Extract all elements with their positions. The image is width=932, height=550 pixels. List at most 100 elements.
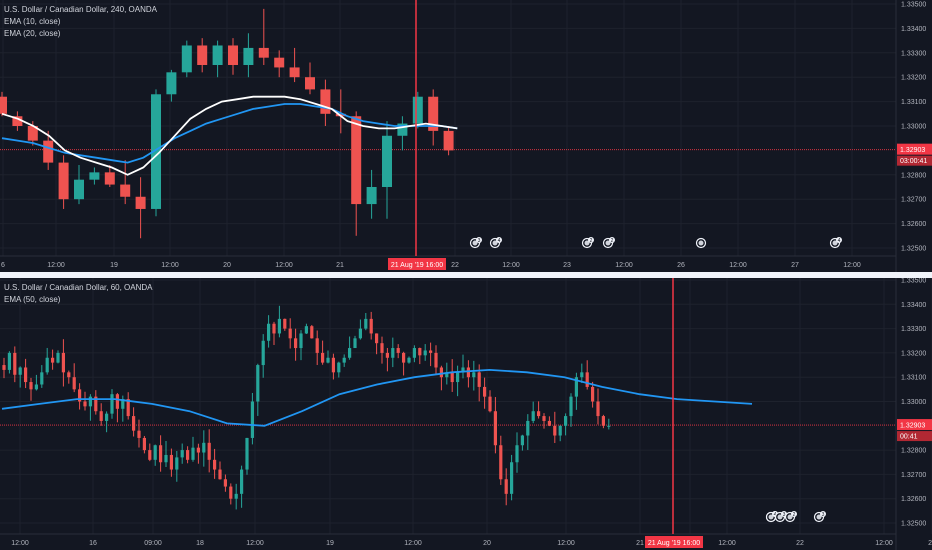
price-axis-label: 1.32800 — [901, 448, 926, 455]
price-axis-label: 1.33300 — [901, 326, 926, 333]
candlestick-chart-1h[interactable]: 1.33500 1.33400 1.33300 1.33200 1.33100 1.330… — [0, 278, 932, 550]
price-axis-label: 1.33500 — [901, 278, 926, 285]
candle-body — [348, 348, 352, 358]
candle-body — [151, 94, 161, 209]
candle-body — [439, 367, 443, 378]
candle-body — [553, 425, 557, 436]
flag-icon — [584, 240, 590, 246]
time-axis-label: 19 — [110, 262, 118, 269]
candle-body — [121, 399, 125, 409]
candle-body — [105, 413, 109, 421]
candle-body — [7, 352, 11, 370]
countdown-badge — [897, 155, 932, 166]
candle-body — [574, 377, 578, 397]
event-count-badge — [496, 237, 502, 243]
crosshair-time-badge — [388, 258, 446, 270]
event-count-label: 4 — [498, 238, 501, 244]
candle-body — [51, 357, 55, 363]
chart-legend: U.S. Dollar / Canadian Dollar, 240, OAND… — [4, 4, 157, 40]
countdown-label: 03:00:41 — [900, 158, 927, 165]
pane-separator[interactable] — [0, 272, 932, 278]
candle-body — [218, 469, 222, 480]
candle-body — [234, 493, 238, 499]
time-axis-label: 09:00 — [144, 540, 162, 547]
current-price-badge — [897, 419, 932, 431]
chart-pane-4h[interactable]: U.S. Dollar / Canadian Dollar, 240, OAND… — [0, 0, 932, 272]
candle-body — [385, 352, 389, 358]
candle-body — [12, 116, 23, 126]
event-count-badge — [476, 237, 482, 243]
price-axis-label: 1.33400 — [901, 26, 926, 33]
price-axis-label: 1.33000 — [901, 399, 926, 406]
candle-body — [61, 352, 65, 373]
ema-fast-line — [1, 95, 458, 176]
candle-body — [596, 401, 600, 417]
ema-slow-legend[interactable]: EMA (20, close) — [4, 29, 61, 38]
candle-body — [537, 411, 541, 417]
candle-body — [261, 340, 265, 366]
time-axis-label: 16 — [89, 540, 97, 547]
price-axis-label: 1.32500 — [901, 246, 926, 253]
candle-body — [213, 459, 217, 470]
candle-body — [402, 352, 406, 363]
symbol-title[interactable]: U.S. Dollar / Canadian Dollar, 240, OAND… — [4, 5, 157, 14]
time-axis-label: 12:00 — [718, 540, 736, 547]
event-count-badge — [791, 511, 797, 517]
candle-body — [88, 396, 92, 407]
candle-body — [321, 352, 325, 363]
price-axis-label: 1.32700 — [901, 472, 926, 479]
price-axis-label: 1.33000 — [901, 124, 926, 131]
candle-body — [434, 352, 438, 368]
chart-pane-1h[interactable]: U.S. Dollar / Canadian Dollar, 60, OANDA… — [0, 278, 932, 550]
price-axis-label: 1.32600 — [901, 221, 926, 228]
time-axis-label: 12:00 — [275, 262, 293, 269]
candle-body — [364, 318, 368, 329]
candle-body — [531, 411, 535, 421]
candle-body — [13, 352, 17, 375]
ema-fast-legend[interactable]: EMA (10, close) — [4, 17, 61, 26]
candle-body — [477, 372, 481, 387]
countdown-label: 00:41 — [900, 434, 918, 441]
candle-body — [366, 187, 377, 205]
ema-slow-legend[interactable]: EMA (50, close) — [4, 295, 61, 304]
current-price-label: 1.32903 — [900, 423, 925, 430]
current-price-badge — [897, 143, 932, 155]
current-price-label: 1.32903 — [900, 147, 925, 154]
candlestick-chart-4h[interactable]: 1.33500 1.33400 1.33300 1.33200 1.33100 1.330… — [0, 0, 932, 272]
candle-body — [299, 333, 303, 349]
flag-icon — [768, 514, 774, 520]
candle-body — [542, 416, 546, 421]
candle-body — [493, 411, 497, 446]
candle-body — [483, 386, 487, 397]
candle-body — [456, 372, 460, 383]
candle-body — [120, 184, 131, 197]
candle-body — [369, 318, 373, 334]
candle-body — [67, 372, 71, 378]
time-axis-label: 12:00 — [11, 540, 29, 547]
candle-body — [83, 401, 87, 407]
candle-body — [380, 343, 384, 353]
candle-body — [240, 469, 244, 494]
candle-body — [337, 362, 341, 373]
candle-body — [443, 130, 454, 151]
candle-body — [175, 457, 179, 470]
flag-icon — [787, 514, 793, 520]
candle-body — [181, 45, 192, 73]
candle-body — [283, 318, 287, 329]
candle-body — [320, 89, 331, 114]
candle-body — [445, 372, 449, 378]
crosshair-time-label: 21 Aug '19 16:00 — [391, 262, 443, 269]
candle-body — [228, 45, 238, 65]
symbol-title[interactable]: U.S. Dollar / Canadian Dollar, 60, OANDA — [4, 283, 153, 292]
time-axis-label: 12:00 — [729, 262, 747, 269]
candle-body — [397, 123, 408, 136]
candle-body — [250, 401, 254, 438]
candle-body — [207, 442, 211, 460]
candle-body — [472, 372, 476, 378]
crosshair-time-badge — [645, 536, 703, 548]
time-axis-label: 20 — [223, 262, 231, 269]
candle-body — [353, 338, 357, 349]
time-axis-label: 21 — [336, 262, 344, 269]
chart-legend: U.S. Dollar / Canadian Dollar, 60, OANDA… — [4, 282, 153, 306]
candle-body — [601, 416, 605, 426]
